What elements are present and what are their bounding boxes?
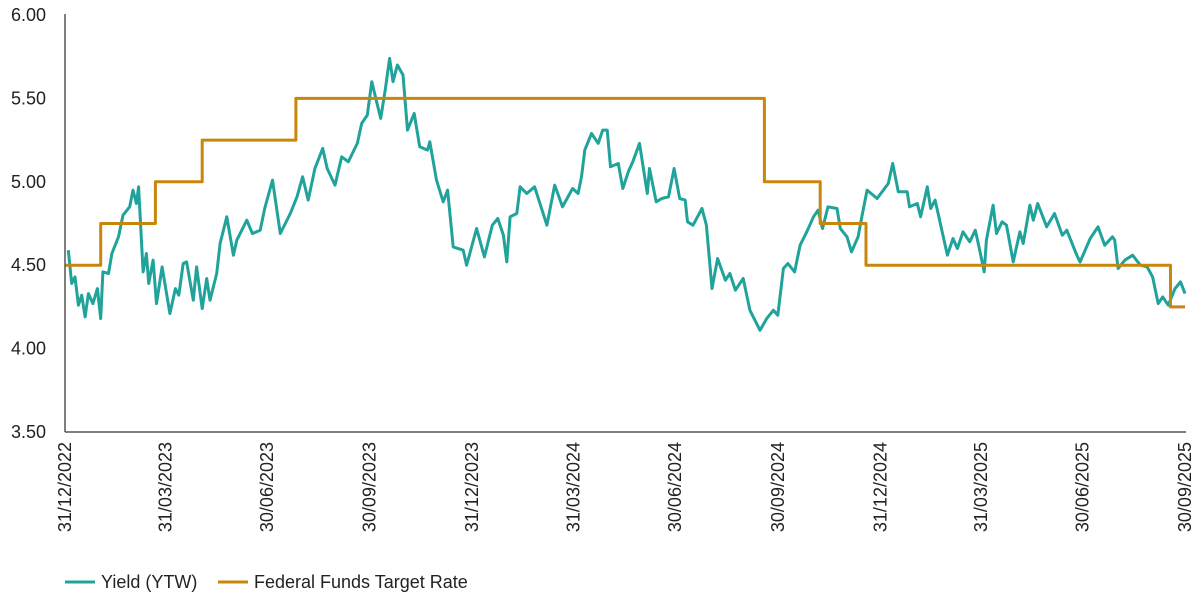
x-tick-label: 30/06/2025	[1072, 442, 1092, 532]
legend-item-yield: Yield (YTW)	[65, 572, 197, 592]
y-tick-label: 4.50	[11, 255, 46, 275]
series-layer	[65, 56, 1187, 332]
x-tick-label: 31/12/2024	[870, 442, 890, 532]
y-tick-label: 5.00	[11, 172, 46, 192]
x-tick-label: 31/12/2023	[462, 442, 482, 532]
y-tick-label: 6.00	[11, 5, 46, 25]
legend-label-fed-funds: Federal Funds Target Rate	[254, 572, 468, 592]
x-tick-label: 31/03/2025	[971, 442, 991, 532]
x-tick-label: 31/03/2023	[155, 442, 175, 532]
y-tick-label: 3.50	[11, 422, 46, 442]
x-tick-label: 30/09/2025	[1175, 442, 1195, 532]
x-tick-label: 30/09/2024	[768, 442, 788, 532]
x-tick-label: 30/06/2023	[257, 442, 277, 532]
y-tick-label: 4.00	[11, 339, 46, 359]
x-tick-label: 31/03/2024	[564, 442, 584, 532]
yield-ytw-line	[66, 56, 1187, 332]
y-tick-label: 5.50	[11, 88, 46, 108]
x-tick-label: 30/09/2023	[360, 442, 380, 532]
x-tick-label: 31/12/2022	[55, 442, 75, 532]
legend-label-yield: Yield (YTW)	[101, 572, 197, 592]
legend: Yield (YTW) Federal Funds Target Rate	[65, 572, 468, 592]
y-axis-ticks: 3.50 4.00 4.50 5.00 5.50 6.00	[11, 5, 46, 442]
fed-funds-rate-line	[65, 96, 1185, 309]
x-axis-ticks: 31/12/2022 31/03/2023 30/06/2023 30/09/2023…	[55, 442, 1195, 532]
legend-item-fed-funds: Federal Funds Target Rate	[218, 572, 468, 592]
x-tick-label: 30/06/2024	[665, 442, 685, 532]
